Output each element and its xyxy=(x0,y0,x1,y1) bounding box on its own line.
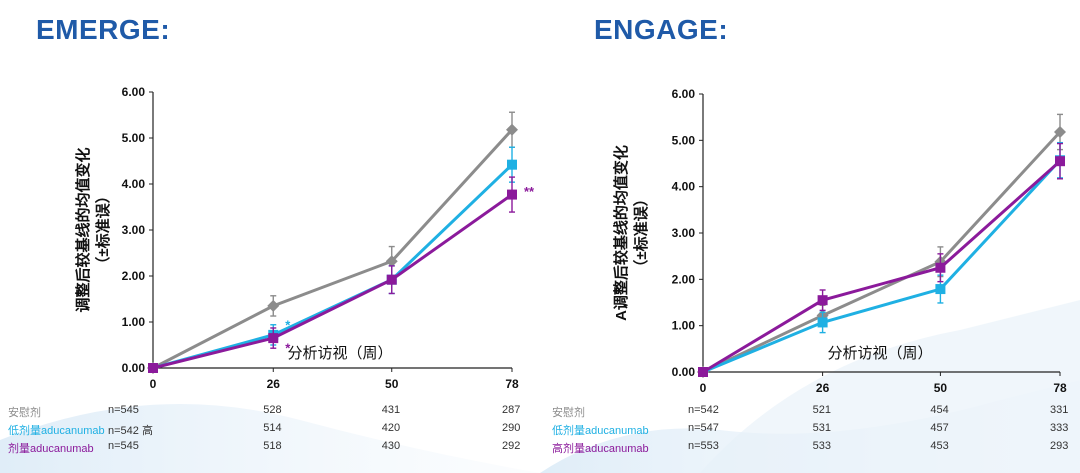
high_dose-data-point xyxy=(268,333,279,344)
n-table-baseline-count: n=547 xyxy=(688,422,719,434)
n-table-count: 333 xyxy=(1050,422,1069,434)
high_dose-data-point xyxy=(148,363,158,373)
y-tick-label: 2.00 xyxy=(122,269,146,283)
x-tick-label: 78 xyxy=(505,377,519,391)
y-tick-label: 6.00 xyxy=(122,85,146,99)
y-tick-label: 4.00 xyxy=(122,177,146,191)
n-table-baseline-count: n=545 xyxy=(108,404,139,416)
placebo-data-point xyxy=(267,299,280,312)
low_dose-data-point xyxy=(817,317,828,328)
n-table-count: 528 xyxy=(263,404,282,416)
n-table-count: 514 xyxy=(263,422,282,434)
x-tick-label: 50 xyxy=(385,377,399,391)
placebo-series-line xyxy=(152,128,514,370)
high_dose-data-point xyxy=(817,295,828,306)
engage-panel: ENGAGE: 0.00 1.00 2.00 3.00 4.00 5.00 6.00 0 26 5… xyxy=(540,0,1080,473)
high_dose-series-line xyxy=(702,160,1061,374)
emerge-panel: EMERGE: 0.00 1.00 2.00 3.00 4.00 5.00 6.00 0 26 5… xyxy=(8,14,535,455)
n-table-row-label: 低剂量aducanumab xyxy=(552,425,649,437)
n-table-count: 453 xyxy=(930,440,949,452)
high_dose-data-point xyxy=(935,262,946,273)
n-table-row-label: 高剂量aducanumab xyxy=(552,443,649,455)
placebo-data-point xyxy=(506,123,518,136)
n-table-baseline-count: n=545 xyxy=(108,440,139,452)
x-tick-label: 26 xyxy=(267,377,281,391)
y-tick-label: 1.00 xyxy=(122,315,146,329)
low_dose-data-point xyxy=(935,284,946,295)
high_dose-data-point xyxy=(507,189,517,200)
y-tick-label: 0.00 xyxy=(122,361,146,375)
high_dose-data-point xyxy=(386,274,397,285)
placebo-series-line xyxy=(702,130,1062,374)
x-tick-label: 50 xyxy=(934,381,948,395)
x-axis-label: 分析访视（周） xyxy=(827,345,932,362)
n-table-baseline-count: n=542 xyxy=(688,404,719,416)
n-table-count: 287 xyxy=(502,404,521,416)
low_dose-series-line xyxy=(152,163,514,370)
emerge-chart: 0.00 1.00 2.00 3.00 4.00 5.00 6.00 0 26 50 78 调整后较基… xyxy=(74,85,535,391)
placebo-data-point xyxy=(385,255,398,268)
y-tick-label: 5.00 xyxy=(672,133,696,147)
n-table-baseline-count: n=542 高 xyxy=(108,425,153,437)
n-table-baseline-count: n=553 xyxy=(688,440,719,452)
n-table-count: 290 xyxy=(502,422,521,434)
n-table-count: 331 xyxy=(1050,404,1069,416)
x-axis-label: 分析访视（周） xyxy=(287,345,392,362)
y-axis-label: 调整后较基线的均值变化 xyxy=(74,147,92,312)
n-table-row-label: 安慰剂 xyxy=(8,407,41,419)
n-table-row-label: 安慰剂 xyxy=(552,407,585,419)
low_dose-data-point xyxy=(507,159,517,170)
y-tick-label: 3.00 xyxy=(122,223,146,237)
y-tick-label: 1.00 xyxy=(672,319,696,333)
significance-marker: * xyxy=(285,340,291,355)
n-table-count: 430 xyxy=(381,440,401,452)
x-tick-label: 0 xyxy=(150,377,157,391)
y-tick-label: 6.00 xyxy=(672,87,696,101)
n-table-count: 457 xyxy=(930,422,949,434)
y-axis-label-sub: （±标准误） xyxy=(632,191,650,274)
n-table-count: 531 xyxy=(812,422,831,434)
x-tick-label: 26 xyxy=(816,381,830,395)
n-table-count: 420 xyxy=(381,422,401,434)
n-table-count: 533 xyxy=(812,440,831,452)
significance-marker: ** xyxy=(524,184,535,199)
engage-chart: 0.00 1.00 2.00 3.00 4.00 5.00 6.00 0 26 50 78 A调整后较… xyxy=(612,87,1067,395)
placebo-data-point xyxy=(1054,125,1066,138)
n-table-count: 521 xyxy=(812,404,831,416)
high_dose-data-point xyxy=(698,367,708,377)
y-tick-label: 0.00 xyxy=(672,365,696,379)
y-tick-label: 5.00 xyxy=(122,131,146,145)
n-table-row-label: 低剂量aducanumab xyxy=(8,425,105,437)
emerge-title: EMERGE: xyxy=(36,14,171,45)
low_dose-series-line xyxy=(702,159,1062,374)
n-table-row-label: 剂量aducanumab xyxy=(8,443,94,455)
engage-title: ENGAGE: xyxy=(594,14,729,45)
n-table-count: 518 xyxy=(263,440,282,452)
n-table-count: 454 xyxy=(930,404,949,416)
y-tick-label: 4.00 xyxy=(672,180,696,194)
n-table-count: 292 xyxy=(502,440,521,452)
high_dose-data-point xyxy=(1055,156,1065,167)
y-tick-label: 3.00 xyxy=(672,226,696,240)
x-tick-label: 0 xyxy=(700,381,707,395)
y-axis-label: A调整后较基线的均值变化 xyxy=(612,145,630,321)
high_dose-series-line xyxy=(152,193,513,370)
significance-marker: * xyxy=(285,317,291,332)
n-table-count: 431 xyxy=(381,404,401,416)
x-tick-label: 78 xyxy=(1053,381,1067,395)
y-axis-label-sub: （±标准误） xyxy=(94,188,112,271)
y-tick-label: 2.00 xyxy=(672,272,696,286)
n-table-count: 293 xyxy=(1050,440,1069,452)
